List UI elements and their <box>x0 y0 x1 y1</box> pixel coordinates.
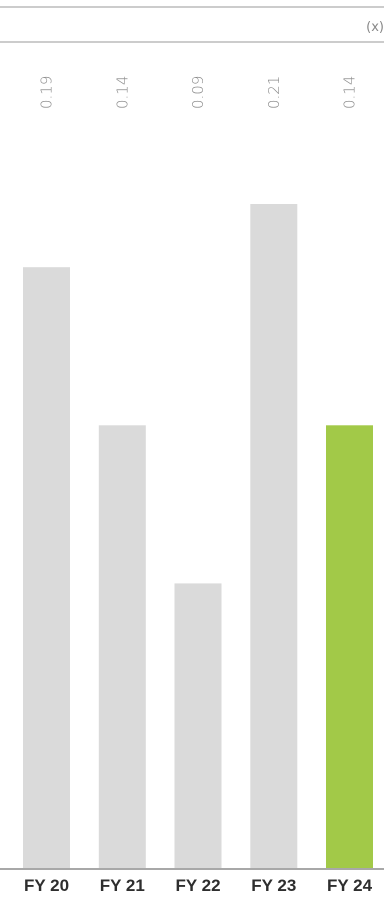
bar-fy-22 <box>174 583 222 868</box>
category-label: FY 20 <box>24 876 69 895</box>
bar-fy-20 <box>23 267 70 868</box>
category-labels: FY 20 FY 21 FY 22 FY 23 FY 24 <box>24 876 373 895</box>
value-label: 0.14 <box>113 76 131 109</box>
category-label: FY 21 <box>100 876 145 895</box>
category-label: FY 23 <box>251 876 296 895</box>
bars <box>23 204 373 868</box>
value-label: 0.21 <box>265 76 283 109</box>
category-label: FY 24 <box>327 876 373 895</box>
value-labels: 0.19 0.14 0.09 0.21 0.14 <box>38 76 359 109</box>
bar-fy-24 <box>326 425 373 868</box>
value-label: 0.19 <box>38 76 56 109</box>
bar-fy-21 <box>98 425 146 868</box>
value-label: 0.14 <box>341 76 359 109</box>
category-label: FY 22 <box>175 876 220 895</box>
unit-label: (x) <box>366 20 384 35</box>
value-label: 0.09 <box>189 76 207 109</box>
bar-fy-23 <box>250 204 298 868</box>
